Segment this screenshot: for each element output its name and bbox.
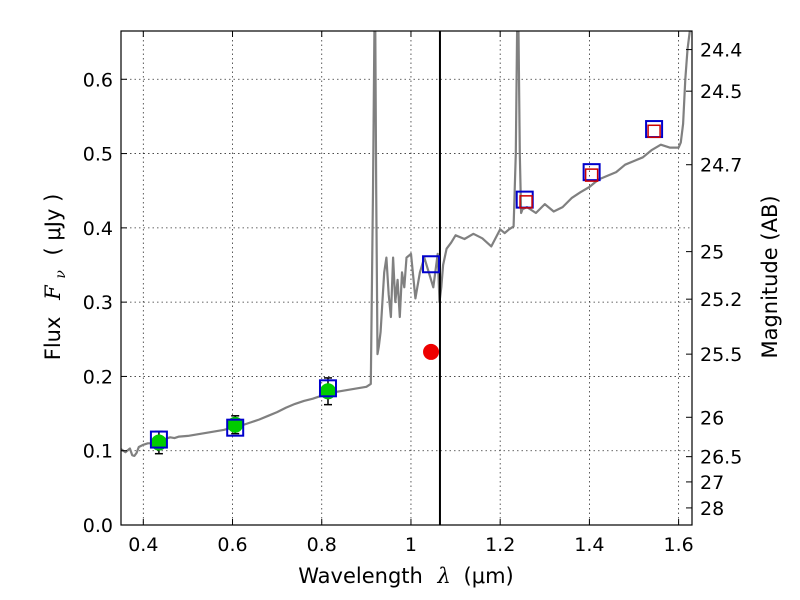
model-photometry-square: [515, 190, 534, 209]
observed-point: [150, 434, 167, 451]
x-axis-ticks: 0.4 0.6 0.8 1 1.2 1.4 1.6: [128, 31, 694, 556]
x-tick-label: 0.4: [128, 534, 158, 556]
model-photometry-square: [226, 418, 245, 437]
x-tick-label: 1.6: [664, 534, 694, 556]
right-tick-label: 24.5: [700, 81, 742, 103]
right-tick-label: 25.5: [700, 344, 742, 366]
x-axis-label-symbol: λ: [437, 564, 451, 588]
right-tick-label: 24.7: [700, 155, 742, 177]
highlight-point: [423, 343, 440, 360]
x-tick-label: 1.4: [574, 534, 604, 556]
y-axis-ticks: 0.0 0.1 0.2 0.3 0.4 0.5 0.6: [83, 69, 127, 537]
model-spectrum: [121, 31, 692, 457]
model-photometry-square: [582, 163, 601, 182]
y-axis-label: Flux F ν ( μJy ): [41, 194, 70, 361]
right-tick-label: 25: [700, 242, 724, 264]
y-tick-label: 0.0: [83, 515, 113, 537]
y-tick-label: 0.3: [83, 292, 113, 314]
inner-square: [519, 195, 533, 209]
right-tick-label: 26: [700, 407, 724, 429]
y-axis-label-text: Flux: [41, 317, 65, 361]
inner-square: [647, 124, 661, 139]
inner-square: [584, 168, 599, 182]
grid-lines: [121, 31, 692, 526]
x-tick-label: 1.2: [485, 534, 515, 556]
right-tick-label: 26.5: [700, 447, 742, 469]
plot-frame: [120, 30, 693, 526]
x-tick-label: 0.6: [217, 534, 247, 556]
x-axis-label-text: Wavelength: [298, 564, 423, 588]
model-photometry-square: [318, 379, 337, 398]
x-tick-label: 1: [405, 534, 417, 556]
observed-point: [227, 416, 244, 433]
x-axis-label: Wavelength λ (μm): [298, 564, 513, 588]
data-markers: [149, 120, 664, 455]
y-axis-label-symbol: F: [41, 284, 65, 301]
y-axis-label-subscript: ν: [53, 270, 69, 279]
right-tick-label: 27: [700, 472, 724, 494]
observed-point: [319, 383, 336, 400]
right-axis-ticks: 24.4 24.5 24.7 25 25.2 25.5 26 26.5 27 28: [686, 40, 742, 520]
y-tick-label: 0.6: [83, 69, 113, 91]
right-axis-label: Magnitude (AB): [758, 195, 782, 358]
spectrum-line: [121, 31, 692, 457]
right-tick-label: 24.4: [700, 40, 742, 62]
right-tick-label: 28: [700, 498, 724, 520]
y-axis-label-unit: ( μJy ): [41, 194, 65, 256]
x-tick-label: 0.8: [307, 534, 337, 556]
y-tick-label: 0.5: [83, 144, 113, 166]
y-tick-label: 0.2: [83, 366, 113, 388]
right-tick-label: 25.2: [700, 289, 742, 311]
x-axis-label-unit: (μm): [464, 564, 514, 588]
model-photometry-square: [422, 255, 441, 274]
y-tick-label: 0.4: [83, 218, 113, 240]
y-tick-label: 0.1: [83, 441, 113, 463]
model-photometry-square: [149, 430, 168, 449]
